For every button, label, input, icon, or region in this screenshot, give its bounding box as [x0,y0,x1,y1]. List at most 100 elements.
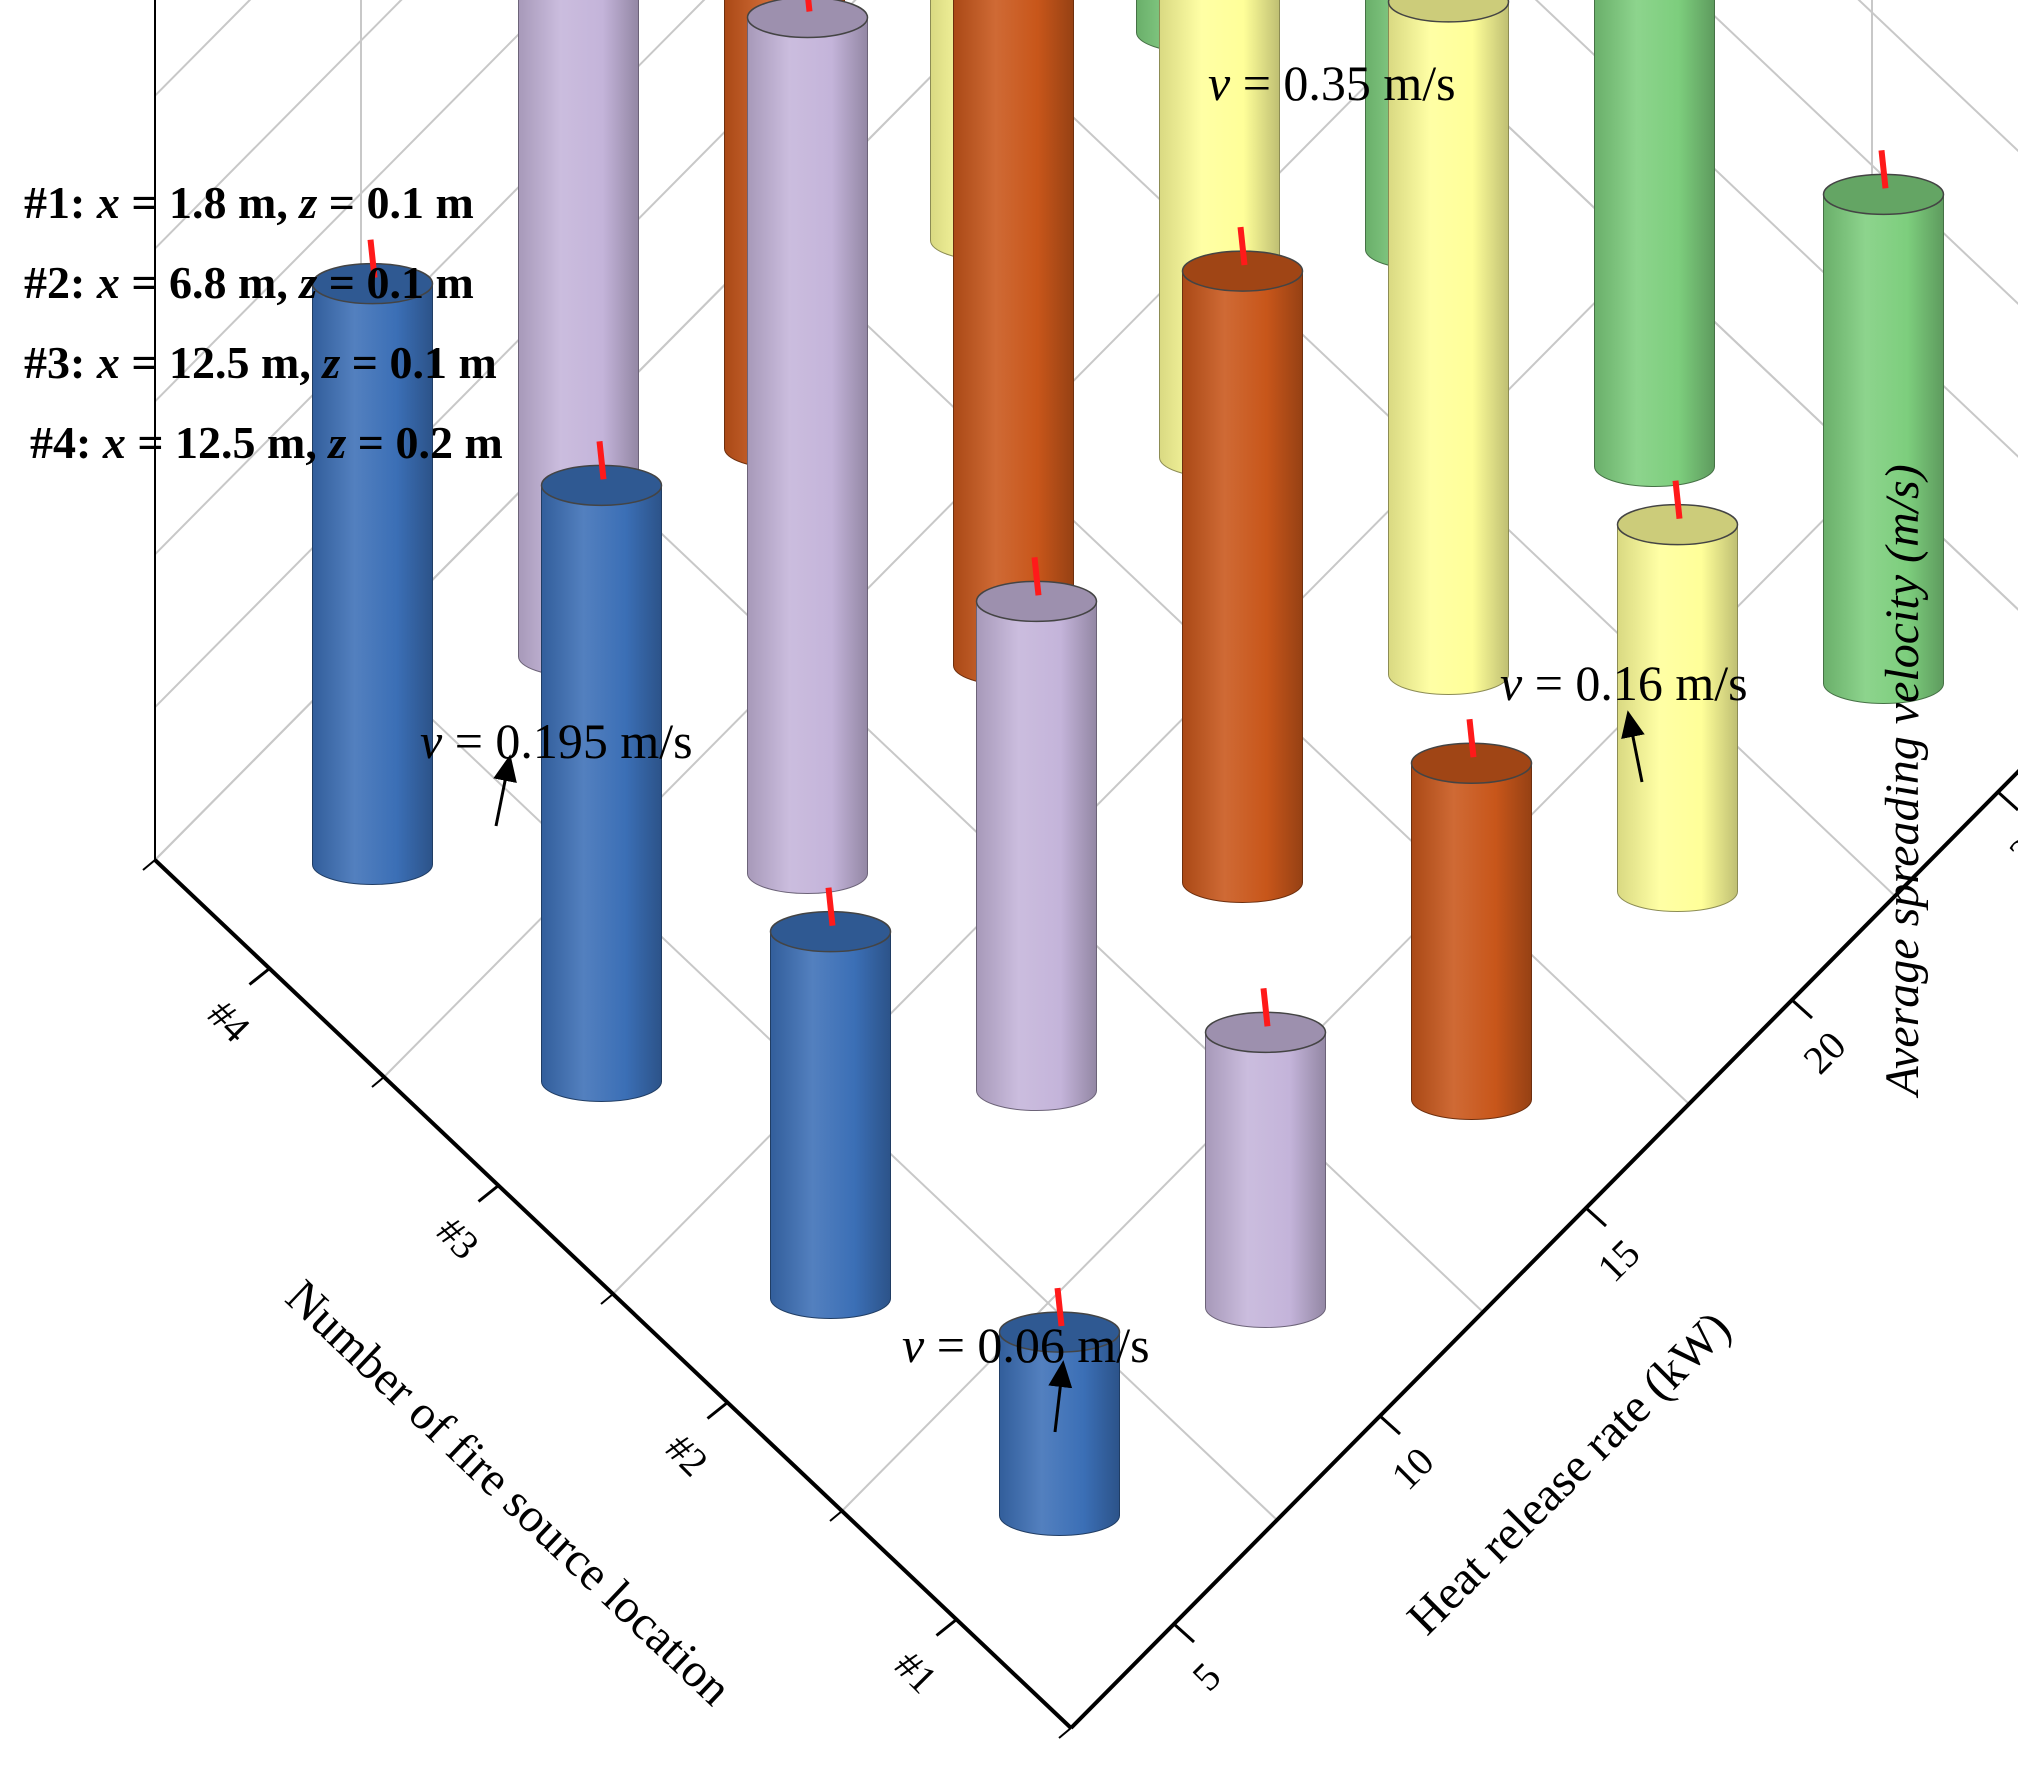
legend-tag: #1: [24,177,85,228]
cylinder-bar [1181,226,1304,903]
x-minor-tick [829,1510,843,1522]
legend-eq: = [340,337,389,388]
error-bar [825,887,836,926]
cylinder-body [976,600,1097,1111]
error-bar [1878,150,1889,189]
legend-unit: m [453,417,503,468]
legend-unit: m, [256,417,329,468]
legend-tag: #4: [30,417,91,468]
y-tick [1790,998,1814,1020]
legend-unit: m, [250,337,323,388]
cylinder-body [1388,1,1509,695]
error-bar [1672,480,1683,519]
legend-unit: m, [227,177,300,228]
x-minor-tick [1058,1727,1072,1739]
x-tick [248,967,271,986]
cylinder-bar [769,887,892,1319]
legend-var-x: x [85,257,120,308]
velocity-annotation: v = 0.195 m/s [420,713,693,769]
y-tick-label: 25 [2000,814,2018,874]
legend-z-value: 0.1 [367,177,425,228]
cylinder-body [999,1331,1120,1536]
legend-z-value: 0.2 [396,417,454,468]
x-axis-title: Number of fire source location [276,1270,742,1716]
x-minor-tick [371,1076,385,1088]
y-tick [1378,1414,1402,1436]
annotation-arrow [493,754,517,827]
legend-eq: = [317,257,366,308]
x-minor-tick [600,1293,614,1305]
location-legend-line: #3: x = 12.5 m, z = 0.1 m [24,337,497,388]
velocity-annotation-text: = 0.195 m/s [455,713,693,769]
cylinder-bar [1594,0,1715,487]
velocity-symbol: v [1208,55,1243,111]
wall-grid-line [1857,0,2018,153]
legend-eq: = [120,177,169,228]
legend-z-value: 0.1 [390,337,448,388]
legend-var-x: x [91,417,126,468]
cylinder-bar [975,557,1098,1111]
legend-x-value: 12.5 [175,417,256,468]
y-axis-title: Heat release rate (kW) [1397,1301,1741,1645]
y-tick-label: 20 [1794,1022,1854,1082]
cylinder-body [1823,193,1944,704]
cylinder-body [312,283,433,885]
annotation-arrow [1621,710,1645,783]
x-tick [706,1401,729,1420]
cylinder-body [1594,0,1715,487]
legend-var-z: z [297,177,317,228]
cylinder-body [541,484,662,1102]
cylinder-bar [540,441,663,1102]
cylinder-bar [1204,988,1327,1328]
legend-x-value: 6.8 [169,257,227,308]
cylinder-body [1617,524,1738,912]
error-bar [596,441,607,480]
legend-unit: m [447,337,497,388]
x-tick [477,1184,500,1203]
wall-grid-line [154,0,403,250]
error-bar [367,239,378,278]
y-tick [1996,790,2018,812]
cylinder-bar [746,0,869,894]
z-axis-title: Average spreading velocity (m/s) [1876,464,1929,1098]
legend-eq: = [120,337,169,388]
error-bar [805,0,813,12]
x-minor-tick [142,859,156,871]
cylinder-top [746,0,869,39]
error-bar [1466,718,1477,758]
location-legend-line: #1: x = 1.8 m, z = 0.1 m [24,177,474,228]
bars [311,0,1945,1536]
wall-grid-line [1696,0,2018,306]
y-tick [1172,1622,1196,1644]
error-bar [1260,988,1271,1027]
legend-var-z: z [326,417,346,468]
annotation-arrow [1048,1360,1073,1433]
y-tick-label: 10 [1382,1438,1442,1498]
cylinder-bar [1822,150,1945,704]
location-legend-line: #4: x = 12.5 m, z = 0.2 m [30,417,503,468]
velocity-symbol: v [902,1317,937,1373]
cylinder-bar [1410,718,1533,1120]
legend-tag: #2: [24,257,85,308]
error-bar [1054,1287,1065,1327]
cylinder-body [1182,270,1303,903]
cylinder-bar [311,239,434,885]
legend-var-x: x [85,177,120,228]
cylinder-body [770,931,891,1319]
legend-eq: = [126,417,175,468]
cylinder-bar [998,1287,1121,1536]
velocity-annotation: v = 0.16 m/s [1500,655,1748,711]
legend-tag: #3: [24,337,85,388]
cylinder-top [1387,0,1510,23]
legend-z-value: 0.1 [367,257,425,308]
x-tick-label: #1 [886,1642,946,1702]
wall-grid-line [154,0,554,403]
x-tick-label: #2 [657,1425,717,1485]
legend-eq: = [317,177,366,228]
x-tick [935,1618,958,1637]
legend-eq: = [120,257,169,308]
cylinder-bar [1616,480,1739,912]
legend-var-x: x [85,337,120,388]
legend-unit: m [424,257,474,308]
